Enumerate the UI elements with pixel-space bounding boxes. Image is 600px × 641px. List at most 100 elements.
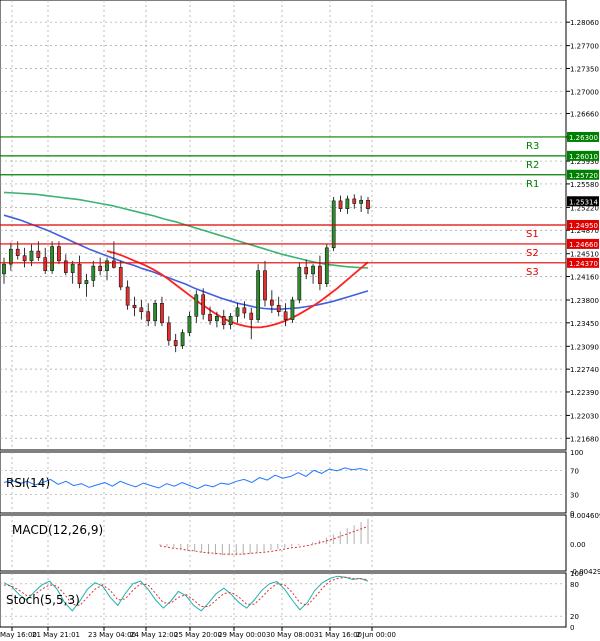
ma-red-line (106, 250, 369, 329)
macd-tick-label: 0.004609 (570, 512, 600, 520)
time-tick-label: 25 May 20:00 (174, 631, 222, 639)
candle-body (29, 250, 34, 262)
price-tick-label: 1.27700 (570, 43, 599, 51)
candle-body (98, 265, 103, 271)
price-tick-label: 1.23800 (570, 297, 599, 305)
candle-body (70, 263, 75, 273)
candle-body (256, 270, 260, 320)
stoch-tick-label: 100 (570, 570, 583, 578)
stoch-tick-label: 20 (570, 613, 579, 621)
candle-body (160, 303, 164, 324)
candle-body (276, 304, 281, 312)
candle-body (63, 260, 68, 273)
candle-body (290, 299, 295, 320)
candle-body (228, 316, 233, 326)
price-tick-label: 1.28060 (570, 19, 599, 27)
time-tick-label: 21 May 21:01 (32, 631, 80, 639)
price-tick-label: 1.22740 (570, 366, 599, 374)
macd-frame (0, 514, 567, 572)
candle-body (297, 267, 302, 301)
candle-body (91, 265, 96, 281)
candle-body (118, 267, 123, 288)
candle-body (22, 255, 27, 262)
rsi-tick-label: 70 (570, 467, 579, 475)
macd-signal-line (159, 525, 369, 555)
time-tick-label: 2 Jun 00:00 (356, 631, 396, 639)
ma-blue-line (3, 214, 369, 310)
macd-panel: 0.004609 0.00 -0.004292 (0, 512, 600, 576)
candle-body (43, 257, 48, 271)
time-tick-label: May 16:00 (0, 631, 37, 639)
candle-body (304, 267, 309, 275)
candle-body (352, 198, 357, 204)
price-tick-label: 1.21680 (570, 435, 599, 443)
candle-body (105, 260, 109, 271)
rsi-frame (0, 451, 567, 514)
level-tag-r3 (567, 131, 599, 142)
macd-tick-label: -0.004292 (570, 568, 600, 576)
rsi-tick-label: 0 (570, 510, 574, 518)
price-tick-label: 1.27000 (570, 88, 599, 96)
price-tick-label: 1.22390 (570, 389, 599, 397)
candle-body (57, 246, 61, 262)
candle-body (50, 246, 54, 271)
candle-body (166, 322, 171, 341)
level-name-r3: R3 (526, 141, 539, 152)
level-name-r1: R1 (526, 179, 539, 190)
price-tick-label: 1.24510 (570, 251, 599, 259)
price-tick-label: 1.25220 (570, 204, 599, 212)
candle-body (242, 307, 247, 314)
stoch-k-line (3, 575, 369, 612)
stoch-title: Stoch(5,5,3) (6, 593, 80, 607)
candle-body (194, 294, 199, 317)
candle-body (331, 200, 336, 249)
stoch-d-line (3, 576, 369, 607)
macd-tick-label: 0.00 (570, 541, 586, 549)
level-value-r2: 1.26010 (569, 153, 598, 161)
time-tick-label: 30 May 08:00 (266, 631, 314, 639)
rsi-tick-label: 100 (570, 449, 583, 457)
current-price-tag (567, 196, 599, 207)
candle-body (345, 198, 350, 209)
candle-body (324, 247, 329, 284)
current-price-label: 1.25314 (569, 198, 598, 206)
price-tick-label: 1.22030 (570, 412, 599, 420)
candle-body (125, 286, 130, 306)
candle-body (208, 314, 212, 322)
candle-body (269, 299, 274, 306)
level-name-s1: S1 (526, 229, 539, 240)
level-name-s2: S2 (526, 248, 539, 259)
level-value-r3: 1.26300 (569, 134, 598, 142)
rsi-line (3, 467, 369, 490)
price-tick-label: 1.23450 (570, 320, 599, 328)
level-name-s3: S3 (526, 267, 539, 278)
rsi-title: RSI(14) (6, 476, 50, 490)
candle-body (139, 307, 144, 312)
stoch-tick-label: 80 (570, 581, 579, 589)
level-name-r2: R2 (526, 160, 539, 171)
candle-body (249, 312, 254, 320)
candle-body (263, 270, 267, 301)
candle-body (201, 294, 206, 315)
rsi-panel: 100 70 30 0 (0, 449, 583, 518)
candle-body (235, 307, 240, 317)
rsi-tick-label: 30 (570, 492, 579, 500)
candle-body (221, 316, 226, 326)
candle-body (84, 280, 89, 284)
price-tick-label: 1.25580 (570, 181, 599, 189)
level-tag-s2 (567, 238, 599, 249)
level-value-s2: 1.24660 (569, 241, 598, 249)
candle-body (187, 316, 192, 333)
price-tick-label: 1.26660 (570, 110, 599, 118)
price-tick-label: 1.27350 (570, 65, 599, 73)
level-value-s3: 1.24370 (569, 260, 598, 268)
price-tick-label: 1.24160 (570, 274, 599, 282)
level-tag-s3 (567, 257, 599, 268)
candle-body (153, 303, 157, 322)
macd-title: MACD(12,26,9) (12, 523, 103, 537)
candle-body (15, 248, 20, 256)
stoch-tick-label: 0 (570, 624, 574, 632)
time-tick-label: 31 May 16:00 (314, 631, 362, 639)
